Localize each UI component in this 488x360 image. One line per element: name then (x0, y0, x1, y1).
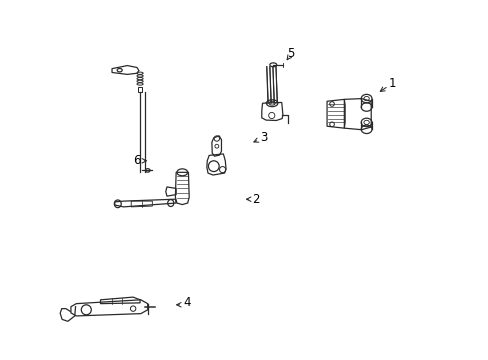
Text: 6: 6 (133, 154, 141, 167)
Text: 4: 4 (183, 296, 190, 309)
Text: 1: 1 (388, 77, 395, 90)
Text: 2: 2 (252, 193, 259, 206)
Text: 3: 3 (260, 131, 267, 144)
Text: 5: 5 (286, 47, 294, 60)
